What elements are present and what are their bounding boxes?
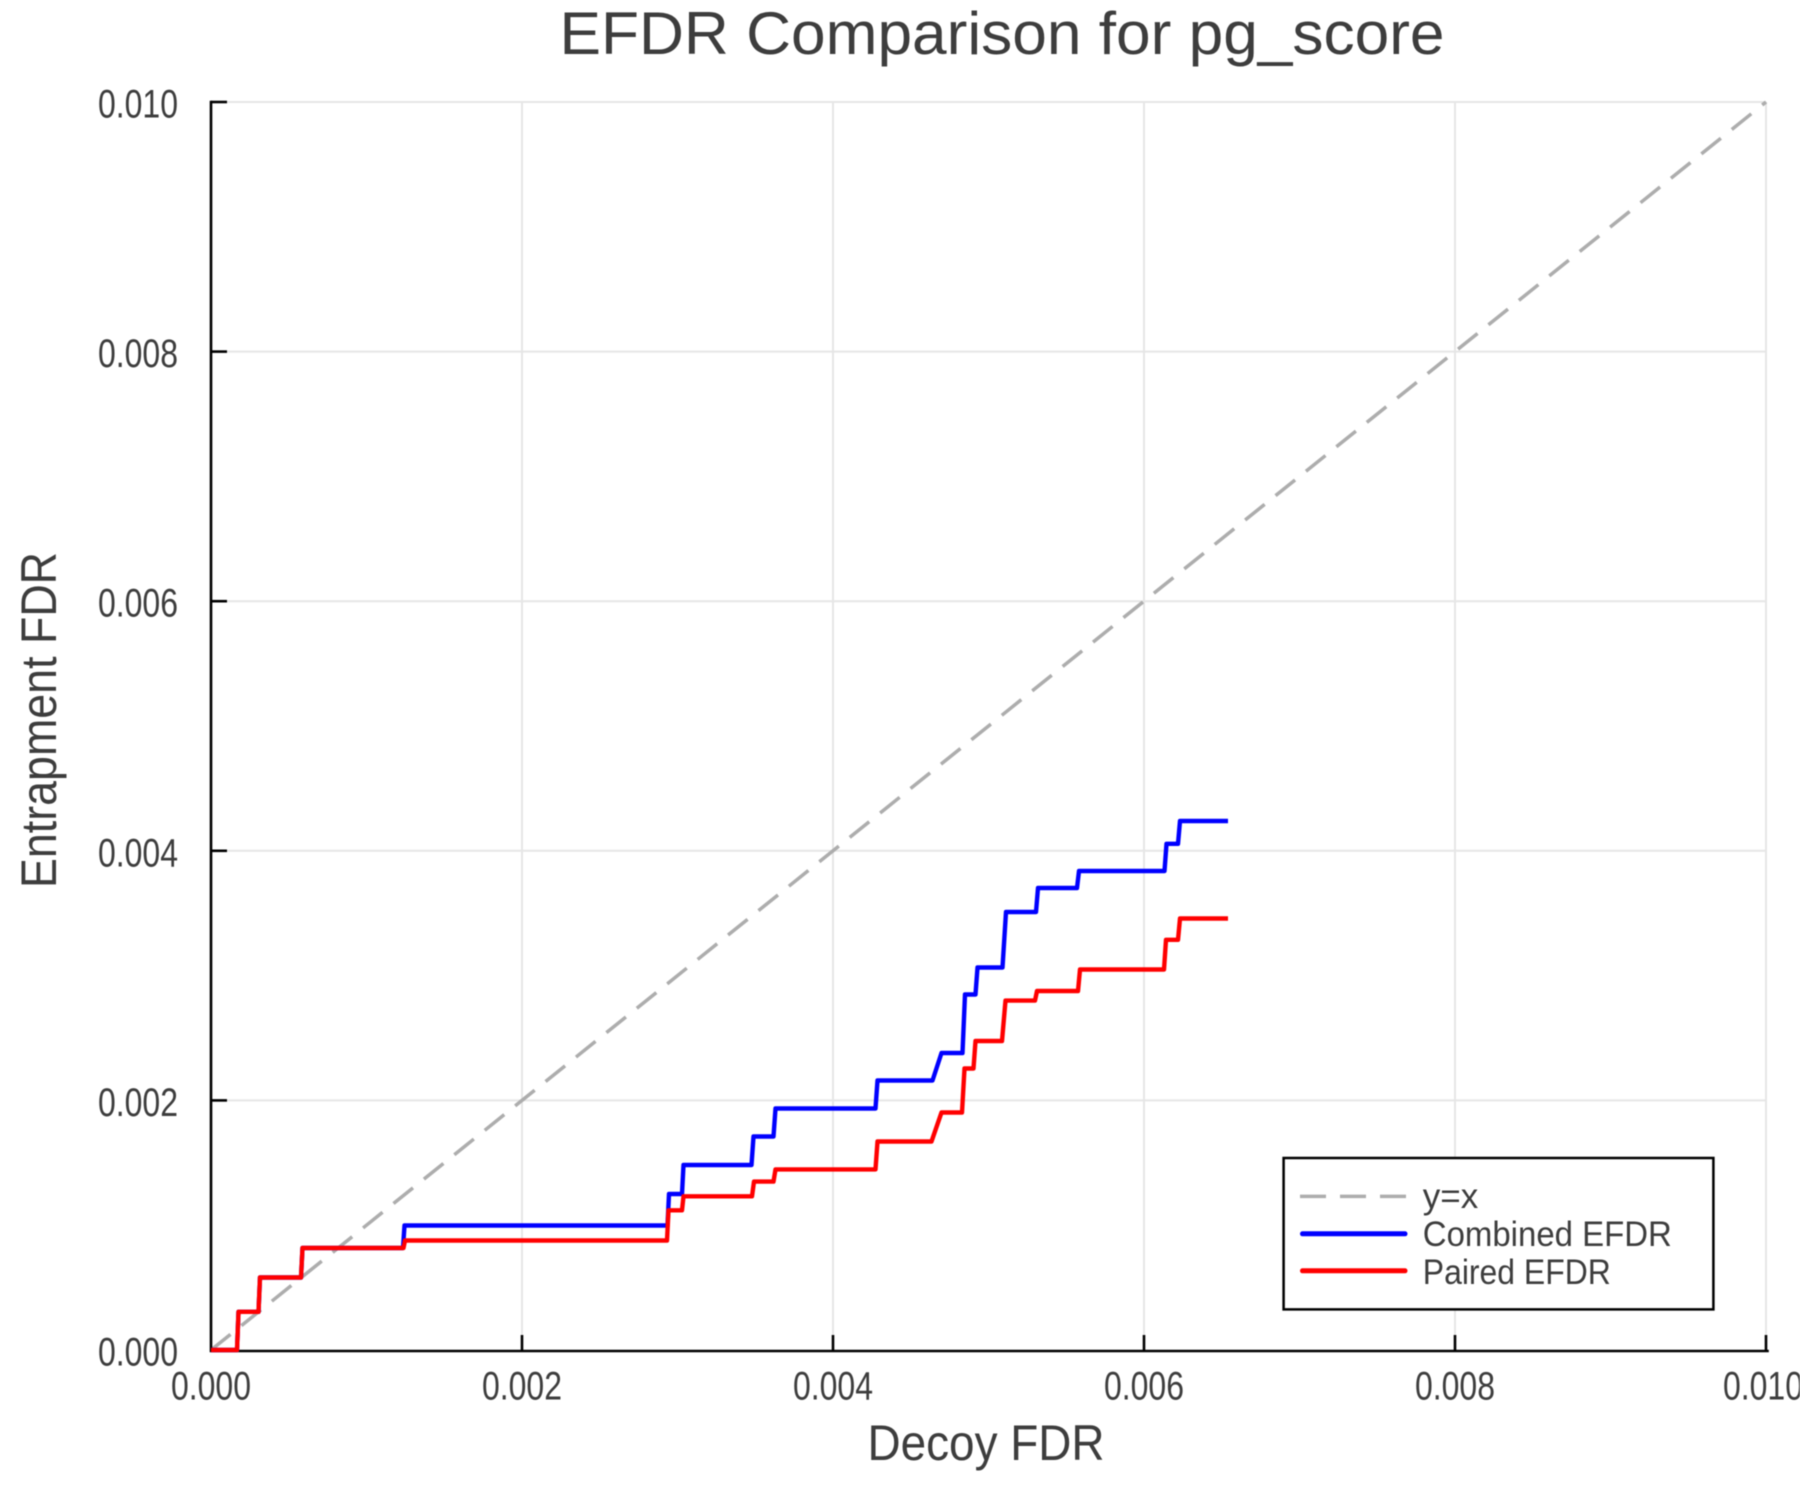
svg-text:0.004: 0.004 [793, 1365, 873, 1409]
svg-text:0.006: 0.006 [98, 582, 178, 626]
svg-text:0.008: 0.008 [98, 332, 178, 376]
svg-text:0.002: 0.002 [98, 1081, 178, 1125]
svg-text:0.000: 0.000 [171, 1365, 251, 1409]
svg-text:0.010: 0.010 [1723, 1365, 1800, 1409]
svg-text:EFDR Comparison for pg_score: EFDR Comparison for pg_score [560, 0, 1445, 67]
svg-text:0.002: 0.002 [482, 1365, 562, 1409]
svg-text:0.000: 0.000 [98, 1331, 178, 1375]
svg-text:Combined EFDR: Combined EFDR [1423, 1215, 1672, 1254]
svg-text:0.008: 0.008 [1415, 1365, 1495, 1409]
svg-text:0.010: 0.010 [98, 83, 178, 127]
svg-text:Decoy FDR: Decoy FDR [868, 1415, 1105, 1471]
svg-text:0.006: 0.006 [1104, 1365, 1184, 1409]
svg-text:0.004: 0.004 [98, 831, 178, 875]
svg-text:y=x: y=x [1423, 1177, 1479, 1216]
svg-text:Entrapment FDR: Entrapment FDR [11, 552, 67, 888]
svg-text:Paired EFDR: Paired EFDR [1423, 1253, 1611, 1292]
